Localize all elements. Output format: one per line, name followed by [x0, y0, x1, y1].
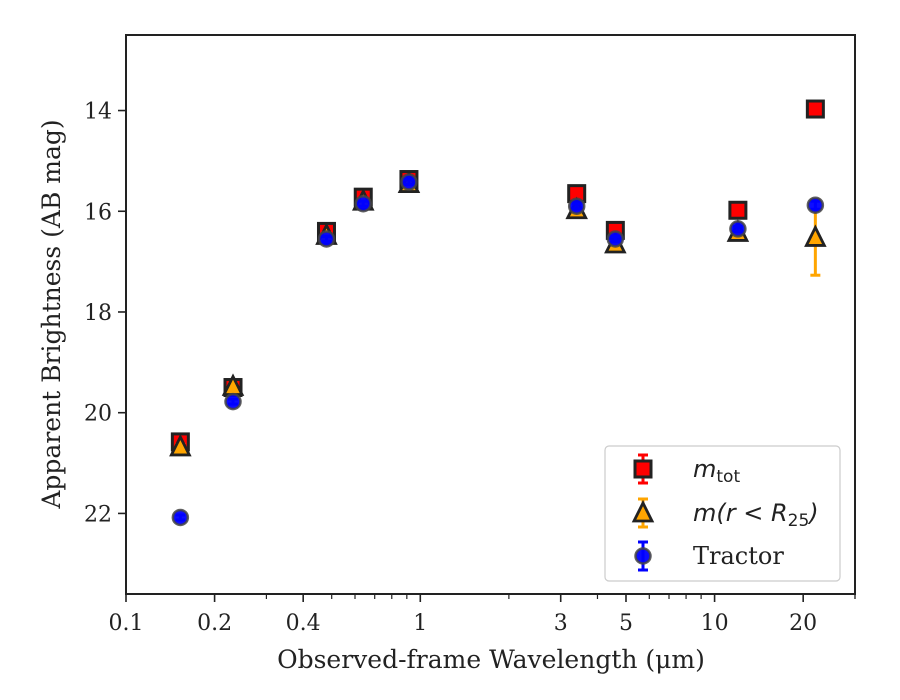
legend-marker-circle [634, 547, 652, 565]
x-tick-label: 0.1 [109, 611, 144, 636]
data-point-triangle [169, 433, 192, 457]
data-point-circle [317, 230, 336, 248]
x-tick-label: 0.2 [197, 611, 232, 636]
x-tick-label: 0.4 [286, 611, 321, 636]
axes: 0.1 0.2 0.4 1 3 5 10 20 14 16 18 20 22 [84, 34, 856, 636]
data-point-circle [400, 173, 418, 191]
data-point-circle [171, 508, 190, 527]
data-point-square [805, 99, 825, 119]
data-point-circle [606, 230, 625, 248]
data-point-circle [354, 194, 373, 213]
legend-marker-triangle [631, 499, 655, 523]
y-tick-label: 20 [84, 402, 112, 427]
data-point-circle [806, 196, 825, 214]
series-square [170, 99, 825, 452]
x-tick-label: 5 [619, 611, 633, 636]
legend-label: m(r < R25) [693, 499, 819, 531]
x-axis-label: Observed-frame Wavelength (μm) [277, 645, 705, 674]
plot-area [169, 99, 827, 527]
legend-box [604, 445, 841, 582]
y-tick-label: 22 [84, 502, 112, 527]
legend: mtot m(r < R25) Tractor [604, 445, 841, 582]
legend-marker-square [633, 459, 653, 479]
data-point-circle [729, 220, 747, 238]
y-tick-label: 18 [84, 301, 112, 326]
series-circle [171, 173, 825, 527]
x-tick-label: 20 [789, 611, 817, 636]
data-point-triangle [804, 224, 827, 247]
legend-label: mtot [693, 455, 740, 487]
data-point-square [728, 200, 748, 220]
legend-label: Tractor [693, 542, 784, 570]
y-tick-label: 14 [84, 100, 112, 125]
series-triangle [169, 170, 827, 457]
data-point-circle [567, 197, 586, 215]
plot-frame [125, 34, 856, 595]
x-tick-label: 1 [413, 611, 427, 636]
x-tick-label: 3 [554, 611, 568, 636]
y-tick-label: 16 [84, 200, 112, 225]
y-axis-label: Apparent Brightness (AB mag) [37, 119, 66, 509]
x-tick-label: 10 [701, 611, 729, 636]
data-point-circle [224, 392, 242, 411]
